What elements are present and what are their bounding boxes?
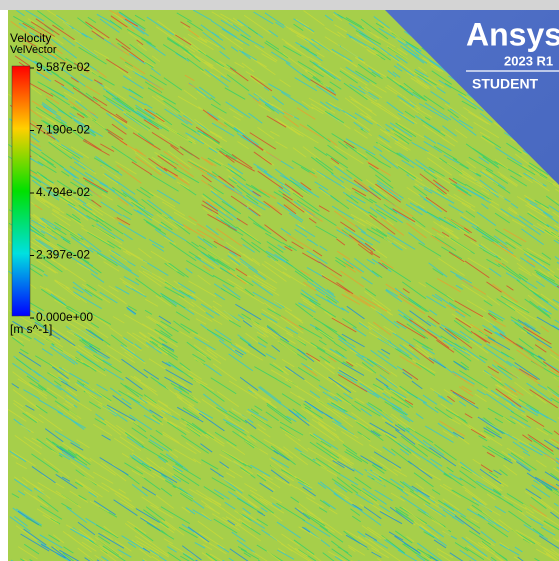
viewport: Velocity VelVector 9.587e-027.190e-024.7…	[0, 0, 559, 561]
version: 2023 R1	[504, 53, 553, 68]
legend-unit: [m s^-1]	[10, 322, 52, 336]
brand: Ansys	[466, 16, 559, 52]
tick-label: 9.587e-02	[36, 60, 90, 74]
edition: STUDENT	[472, 76, 539, 92]
tick-label: 2.397e-02	[36, 248, 90, 262]
tick-label: 4.794e-02	[36, 185, 90, 199]
top-strip	[0, 0, 559, 10]
legend-variable: VelVector	[10, 44, 57, 56]
tick-label: 7.190e-02	[36, 123, 90, 137]
color-bar	[12, 66, 30, 316]
